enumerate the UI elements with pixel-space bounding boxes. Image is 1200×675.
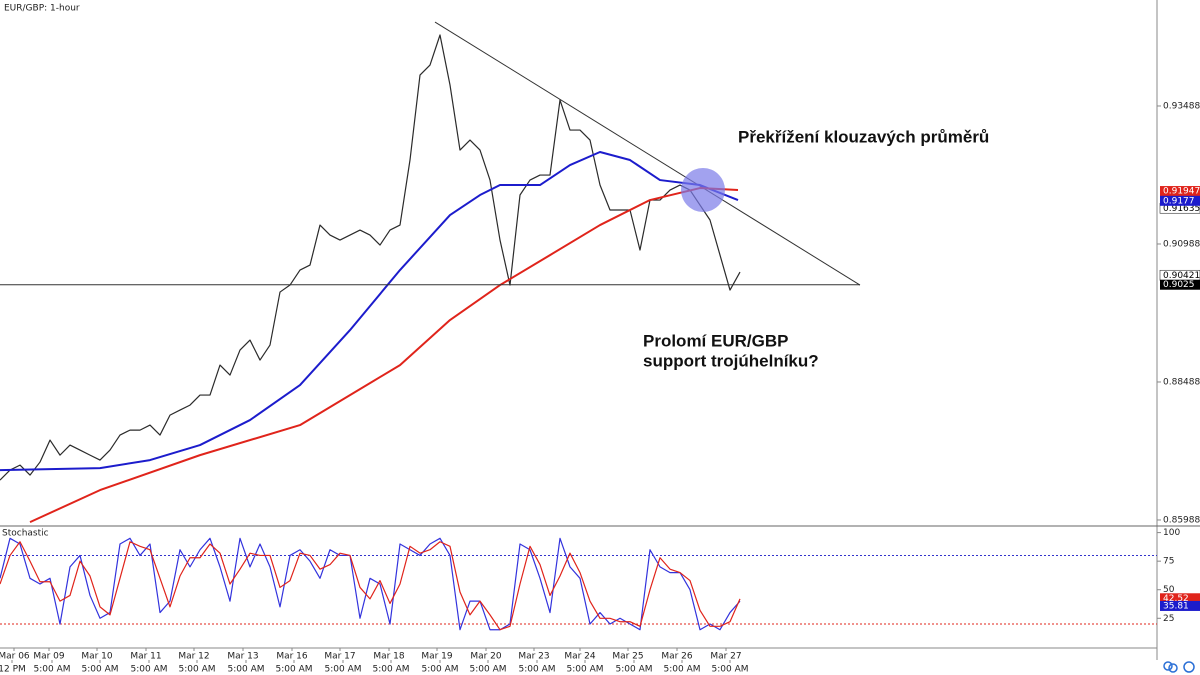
y-tick-label: 0.93488 (1163, 101, 1200, 111)
plot-area: 0.93488 0.90988 0.88488 0.85988 100 75 50 25 Mar… (0, 21, 1200, 675)
y-tick-label: 25 (1163, 614, 1174, 624)
icon[interactable] (1163, 661, 1173, 671)
y-tick-label: 75 (1163, 557, 1174, 567)
y-tick-label: 50 (1163, 585, 1175, 595)
time-tick-label: 5:00 AM (519, 665, 556, 675)
y-tick-label: 0.90988 (1163, 239, 1200, 249)
annotation: support trojúhelníku? (643, 351, 819, 370)
x-tick-label: Mar 25 (612, 652, 643, 662)
series-line (0, 151, 739, 472)
icon[interactable] (1168, 663, 1178, 673)
time-tick-label: 5:00 AM (34, 665, 71, 675)
price-tag-label: 0.91635 (1163, 204, 1200, 214)
x-tick-label: Mar 19 (421, 652, 453, 662)
time-tick-label: 5:00 AM (228, 665, 265, 675)
y-tick-label: 0.85988 (1163, 515, 1200, 525)
x-tick-label: Mar 17 (324, 652, 355, 662)
x-tick-label: Mar 18 (373, 652, 405, 662)
panel-title: Stochastic (2, 529, 49, 539)
time-tick-label: 5:00 AM (82, 665, 119, 675)
x-tick-label: Mar 12 (178, 652, 209, 662)
x-tick-label: Mar 24 (564, 652, 596, 662)
price-tag-label: 42.52 (1163, 594, 1189, 604)
x-tick-label: Mar 10 (81, 652, 113, 662)
x-tick-label: Mar 13 (227, 652, 258, 662)
icon[interactable] (1183, 661, 1195, 673)
time-tick-label: 5:00 AM (567, 665, 604, 675)
time-tick-label: 5:00 AM (664, 665, 701, 675)
chart-title: EUR/GBP: 1-hour (4, 4, 80, 14)
price-tag-label: 35.81 (1163, 601, 1189, 611)
price-tag-label: 0.9177 (1163, 196, 1195, 206)
price-tag (1160, 600, 1200, 611)
time-tick-label: 5:00 AM (712, 665, 749, 675)
time-tick-label: 5:00 AM (470, 665, 507, 675)
series-line (29, 187, 739, 524)
highlight-circle (681, 168, 725, 212)
x-tick-label: Mar 06 (0, 652, 30, 662)
price-tag-label: 0.90421 (1163, 271, 1200, 281)
price-tag-label: 0.91947 (1163, 187, 1200, 197)
price-tag (1160, 195, 1200, 206)
x-tick-label: Mar 20 (470, 652, 502, 662)
x-tick-label: Mar 26 (661, 652, 693, 662)
price-tag (1160, 279, 1200, 290)
series-line (0, 541, 741, 631)
annotation: Prolomí EUR/GBP (643, 331, 788, 350)
y-tick-label: 100 (1163, 528, 1180, 538)
price-tag (1160, 593, 1200, 604)
time-tick-label: 5:00 AM (179, 665, 216, 675)
time-tick-label: 5:00 AM (325, 665, 362, 675)
toolbar-icons[interactable] (1163, 661, 1195, 673)
x-tick-label: Mar 16 (276, 652, 308, 662)
annotation: Překřížení klouzavých průměrů (738, 127, 989, 146)
price-tag (1160, 186, 1200, 197)
x-tick-label: Mar 23 (518, 652, 549, 662)
price-tag-label: 0.9025 (1163, 280, 1195, 290)
series-line (0, 34, 741, 481)
time-tick-label: 5:00 AM (422, 665, 459, 675)
x-tick-label: Mar 27 (710, 652, 741, 662)
y-tick-label: 0.88488 (1163, 377, 1200, 387)
time-tick-label: 12 PM (0, 665, 26, 675)
time-tick-label: 5:00 AM (373, 665, 410, 675)
time-tick-label: 5:00 AM (131, 665, 168, 675)
time-tick-label: 5:00 AM (276, 665, 313, 675)
x-tick-label: Mar 09 (33, 652, 65, 662)
trendline (434, 21, 861, 286)
x-tick-label: Mar 11 (130, 652, 161, 662)
time-tick-label: 5:00 AM (616, 665, 653, 675)
